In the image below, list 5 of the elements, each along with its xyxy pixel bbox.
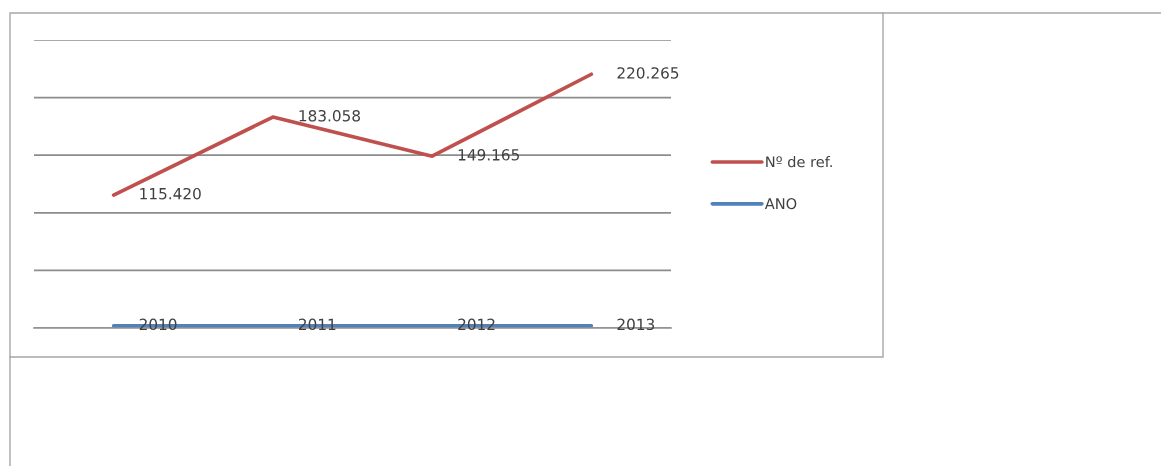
legend-label: ANO bbox=[764, 198, 797, 210]
data-label: 220.265 bbox=[617, 67, 679, 79]
legend-label: Nº de ref. bbox=[766, 156, 832, 168]
data-label: 183.058 bbox=[299, 109, 361, 122]
data-label: 115.420 bbox=[140, 187, 201, 200]
